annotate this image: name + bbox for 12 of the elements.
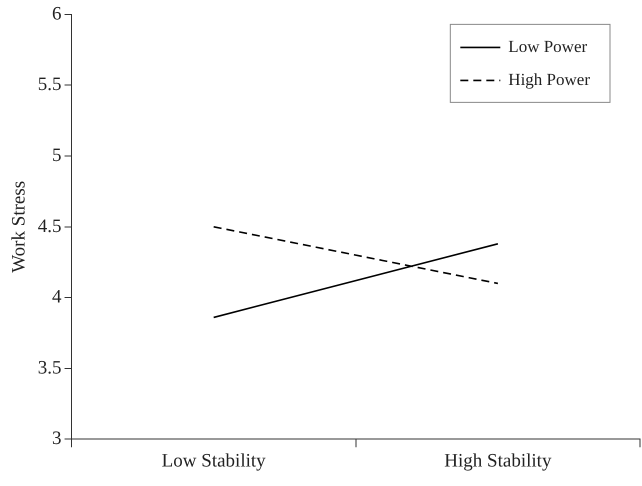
y-tick-label: 3 <box>52 428 62 450</box>
y-tick-label: 5.5 <box>38 74 62 96</box>
y-tick-label: 3.5 <box>38 357 62 378</box>
x-tick-label: High Stability <box>444 450 552 472</box>
x-tick-label: Low Stability <box>162 450 266 472</box>
y-tick-label: 5 <box>52 144 62 166</box>
y-tick-label: 4 <box>52 286 62 308</box>
y-tick-label: 4.5 <box>38 216 62 237</box>
y-tick-label: 6 <box>52 3 62 24</box>
legend-label: Low Power <box>508 36 588 56</box>
y-axis-title: Work Stress <box>8 180 30 273</box>
legend-label: High Power <box>508 70 590 89</box>
